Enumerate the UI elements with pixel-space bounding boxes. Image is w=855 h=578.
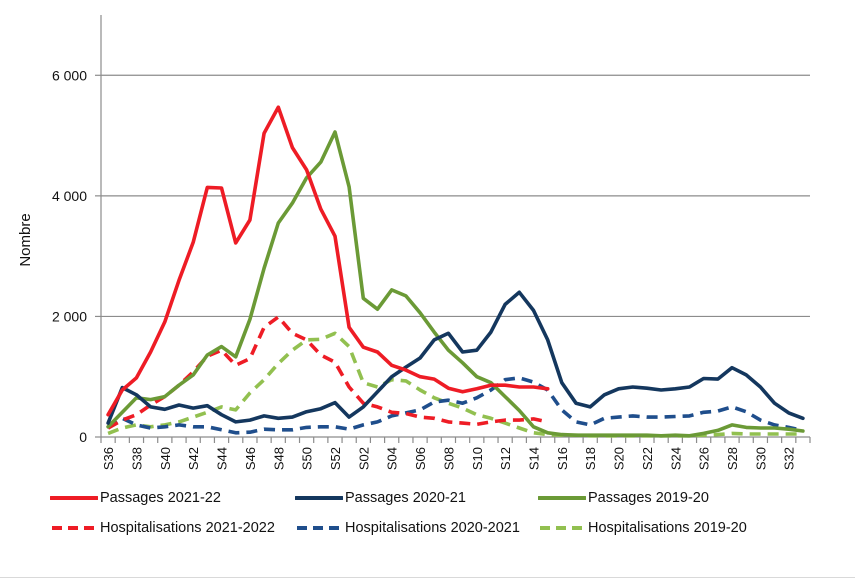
x-tick-label: S20 [612, 447, 627, 470]
axes [100, 15, 810, 438]
x-tick-label: S28 [725, 447, 740, 470]
legend-label: Passages 2019-20 [588, 490, 709, 506]
series-line-hospitalisations-2019-20 [107, 331, 803, 438]
legend-item-hospitalisations-2019-20: Hospitalisations 2019-20 [538, 520, 747, 536]
legend-label: Hospitalisations 2019-20 [588, 520, 747, 536]
x-tick-label: S48 [271, 447, 286, 470]
x-tick-label: S14 [526, 447, 541, 470]
series-line-hospitalisations-2020-2021 [107, 376, 804, 435]
x-tick-label: S52 [328, 447, 343, 470]
x-tick-label: S08 [441, 447, 456, 470]
x-tick-label: S18 [583, 447, 598, 470]
x-tick-label: S46 [243, 447, 258, 470]
y-tick-label: 4 000 [52, 188, 87, 204]
legend-item-passages-2019-20: Passages 2019-20 [538, 490, 709, 506]
legend-label: Hospitalisations 2021-2022 [100, 520, 275, 536]
x-tick-label: S50 [300, 447, 315, 470]
legend-swatch-solid-navy [295, 496, 343, 500]
legend: Passages 2021-22 Passages 2020-21 Passag… [0, 490, 855, 560]
legend-item-passages-2021-22: Passages 2021-22 [50, 490, 221, 506]
series-line-hospitalisations-2021-2022 [107, 315, 549, 430]
y-axis-ticks: 0 2 000 4 000 6 000 [52, 67, 101, 445]
legend-item-passages-2020-21: Passages 2020-21 [295, 490, 466, 506]
x-tick-label: S06 [413, 447, 428, 470]
x-tick-label: S04 [385, 447, 400, 470]
series-lines [106, 105, 805, 438]
series-line-passages-2020-21 [106, 290, 805, 425]
y-axis-label: Nombre [17, 213, 34, 266]
legend-swatch-dashed-red [52, 526, 96, 530]
x-tick-label: S02 [356, 447, 371, 470]
legend-swatch-solid-red [50, 496, 98, 500]
legend-swatch-solid-green [538, 496, 586, 500]
x-tick-label: S36 [101, 447, 116, 470]
x-axis-ticks: S36 S38 S40 S42 S44 S46 S48 S50 S52 S02 S04 S06 S08 S… [100, 437, 811, 470]
y-tick-label: 0 [79, 429, 87, 445]
x-tick-label: S10 [470, 447, 485, 470]
legend-swatch-dashed-light-green [540, 526, 584, 530]
x-tick-label: S40 [158, 447, 173, 470]
y-tick-label: 2 000 [52, 308, 87, 324]
x-tick-label: S12 [498, 447, 513, 470]
legend-item-hospitalisations-2021-2022: Hospitalisations 2021-2022 [50, 520, 275, 536]
x-tick-label: S32 [782, 447, 797, 470]
x-tick-label: S30 [753, 447, 768, 470]
gridlines [101, 74, 810, 318]
y-tick-label: 6 000 [52, 67, 87, 83]
x-tick-label: S42 [186, 447, 201, 470]
legend-label: Passages 2021-22 [100, 490, 221, 506]
x-tick-label: S44 [215, 447, 230, 470]
x-tick-label: S16 [555, 447, 570, 470]
legend-label: Passages 2020-21 [345, 490, 466, 506]
legend-item-hospitalisations-2020-2021: Hospitalisations 2020-2021 [295, 520, 520, 536]
line-chart: 0 2 000 4 000 6 000 S36 S38 S40 S42 S44 S46 S48 S5… [17, 15, 811, 470]
series-line-passages-2019-20 [106, 130, 805, 438]
x-tick-label: S26 [697, 447, 712, 470]
x-tick-label: S38 [129, 447, 144, 470]
x-tick-label: S22 [640, 447, 655, 470]
legend-label: Hospitalisations 2020-2021 [345, 520, 520, 536]
x-tick-label: S24 [668, 447, 683, 470]
series-line-passages-2021-22 [106, 105, 550, 417]
legend-swatch-dashed-blue [297, 526, 341, 530]
